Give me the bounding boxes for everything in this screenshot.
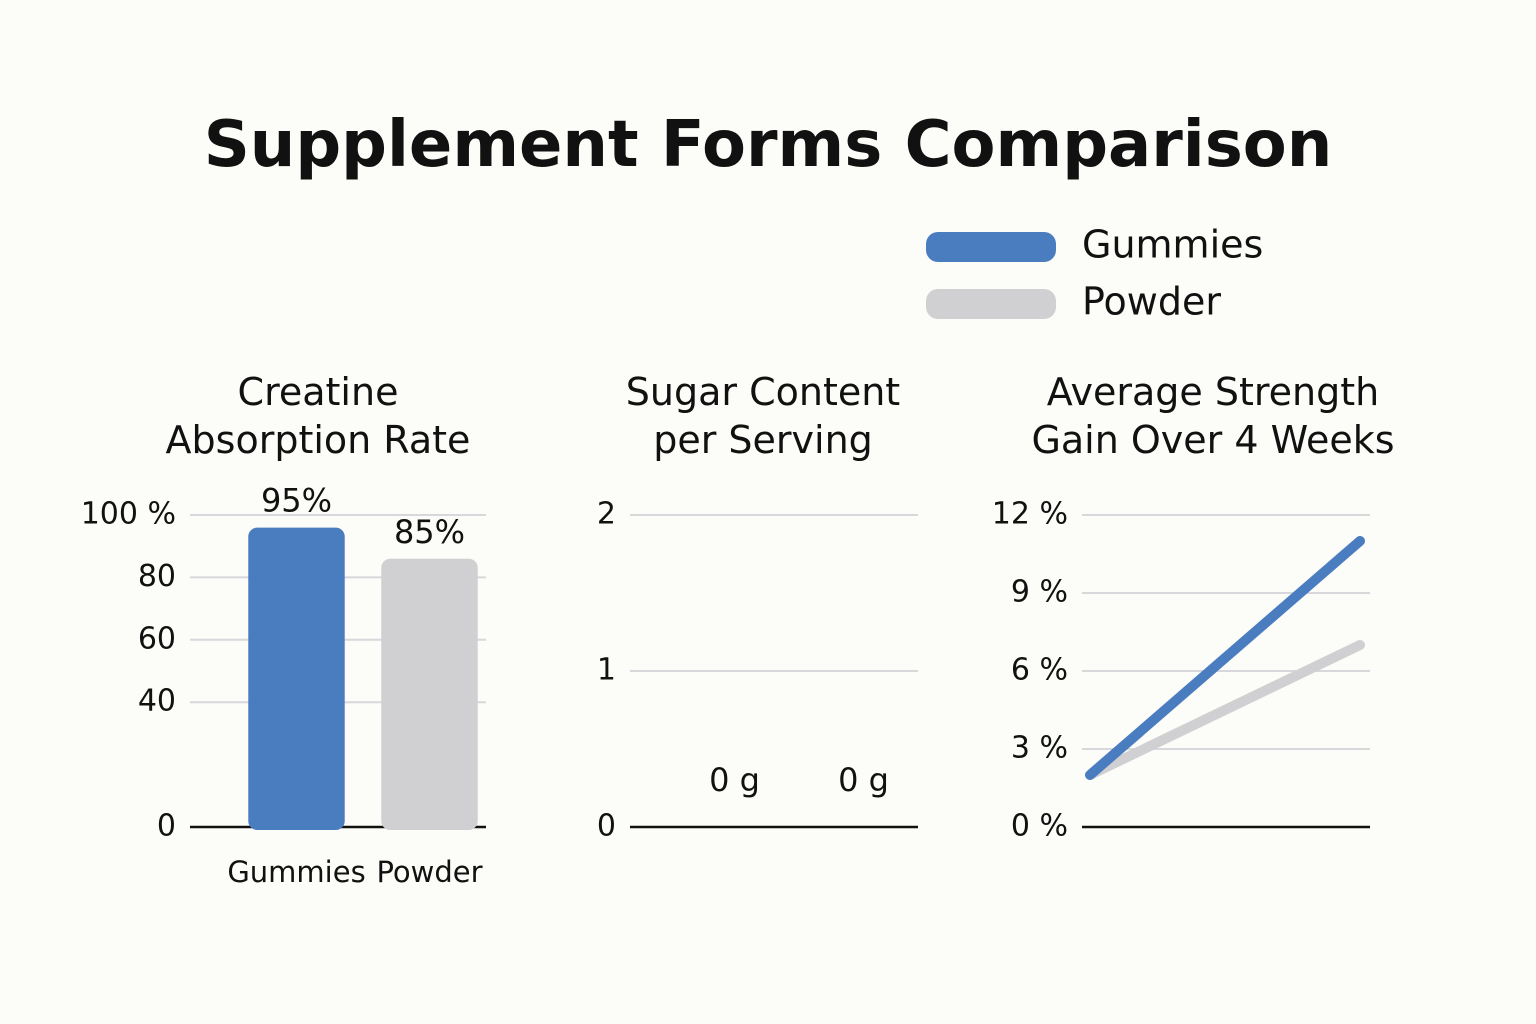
legend-label: Powder [1082, 280, 1221, 324]
x-tick-label: Gummies [227, 855, 365, 889]
y-tick-label: 3 % [1011, 731, 1068, 766]
y-tick-label: 0 [597, 809, 616, 844]
y-tick-label: 0 [157, 809, 176, 844]
value-label: 0 g [709, 761, 760, 799]
legend-swatch [926, 289, 1056, 319]
x-tick-label: Powder [376, 855, 482, 889]
y-tick-label: 12 % [992, 497, 1068, 532]
chart-title: Sugar Content per Serving [625, 370, 901, 462]
y-tick-label: 40 [138, 684, 176, 719]
y-tick-label: 1 [597, 653, 616, 688]
y-tick-label: 60 [138, 621, 176, 656]
y-tick-label: 0 % [1011, 809, 1068, 844]
y-tick-label: 2 [597, 497, 616, 532]
value-label: 85% [394, 513, 465, 551]
legend-label: Gummies [1082, 223, 1263, 267]
bar [381, 558, 478, 830]
legend-swatch [926, 232, 1056, 262]
line [1085, 640, 1365, 780]
y-tick-label: 6 % [1011, 653, 1068, 688]
bar [248, 527, 345, 830]
value-label: 0 g [838, 761, 889, 799]
chart-title: Average Strength Gain Over 4 Weeks [1031, 370, 1395, 462]
page-title: Supplement Forms Comparison [203, 108, 1333, 182]
value-label: 95% [261, 482, 332, 520]
y-tick-label: 100 % [81, 497, 176, 532]
y-tick-label: 9 % [1011, 575, 1068, 610]
line [1085, 536, 1365, 780]
y-tick-label: 80 [138, 559, 176, 594]
chart-title: Creatine Absorption Rate [165, 370, 471, 462]
